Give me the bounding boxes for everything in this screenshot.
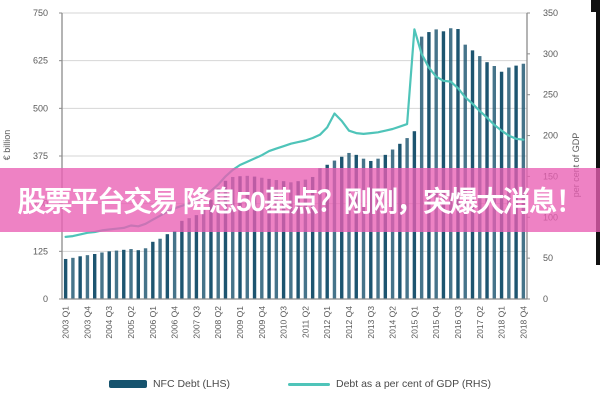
nfc-debt-bar bbox=[172, 231, 177, 299]
x-axis-tick: 2004 Q3 bbox=[104, 306, 114, 339]
x-axis-tick: 2010 Q3 bbox=[279, 306, 289, 339]
x-axis-tick: 2009 Q4 bbox=[257, 306, 267, 339]
nfc-debt-bars bbox=[63, 28, 526, 300]
right-axis-tick: 200 bbox=[543, 131, 558, 141]
x-axis-tick: 2013 Q3 bbox=[366, 306, 376, 339]
nfc-debt-bar bbox=[223, 180, 228, 299]
x-axis-tick: 2005 Q2 bbox=[126, 306, 136, 339]
nfc-debt-bar bbox=[180, 220, 184, 299]
nfc-debt-bar bbox=[136, 250, 140, 299]
nfc-debt-bar bbox=[449, 28, 453, 299]
x-axis-tick: 2018 Q1 bbox=[497, 306, 507, 339]
nfc-debt-bar bbox=[318, 168, 322, 299]
nfc-debt-bar bbox=[158, 238, 162, 299]
nfc-debt-bar bbox=[194, 215, 199, 299]
nfc-debt-bar bbox=[114, 250, 119, 299]
nfc-debt-bar bbox=[63, 258, 68, 299]
x-axis-tick: 2011 Q2 bbox=[300, 306, 310, 338]
nfc-debt-bar bbox=[441, 31, 446, 300]
overlay-banner: 股票平台交易 降息50基点？刚刚，突爆大消息！ bbox=[0, 168, 600, 232]
nfc-debt-bar bbox=[260, 177, 264, 299]
nfc-debt-bar bbox=[122, 249, 126, 299]
x-axis-tick: 2006 Q1 bbox=[148, 306, 158, 339]
axes bbox=[59, 12, 530, 300]
line-swatch-icon bbox=[287, 382, 330, 386]
nfc-debt-bar bbox=[267, 178, 271, 299]
left-axis-tick: 500 bbox=[33, 103, 48, 113]
nfc-debt-bar bbox=[129, 249, 133, 299]
nfc-debt-bar bbox=[209, 199, 213, 299]
nfc-debt-bar bbox=[78, 256, 82, 299]
x-axis-tick: 2003 Q4 bbox=[82, 306, 92, 339]
legend-label: Debt as a per cent of GDP (RHS) bbox=[335, 378, 492, 390]
right-axis-tick: 250 bbox=[543, 90, 558, 100]
nfc-debt-bar bbox=[310, 176, 315, 299]
nfc-debt-bar bbox=[107, 251, 111, 299]
nfc-debt-bar bbox=[143, 248, 148, 299]
left-axis-tick: 625 bbox=[33, 56, 48, 66]
nfc-debt-bar bbox=[85, 255, 90, 299]
nfc-debt-bar bbox=[419, 36, 424, 299]
x-axis-tick: 2018 Q4 bbox=[518, 306, 528, 339]
x-axis-tick: 2014 Q2 bbox=[388, 306, 398, 339]
right-axis-tick: 300 bbox=[543, 49, 558, 59]
overlay-banner-text: 股票平台交易 降息50基点？刚刚，突爆大消息！ bbox=[17, 186, 584, 217]
nfc-debt-bar bbox=[252, 176, 257, 299]
nfc-debt-bar bbox=[238, 176, 242, 299]
right-axis-tick: 50 bbox=[543, 253, 553, 263]
x-axis-tick: 2012 Q1 bbox=[322, 306, 332, 339]
nfc-debt-bar bbox=[289, 182, 293, 299]
nfc-debt-bar bbox=[151, 241, 155, 299]
legend-item-gdp-percent: Debt as a per cent of GDP (RHS) bbox=[287, 378, 492, 390]
nfc-debt-bar bbox=[274, 180, 279, 299]
legend-item-nfc-debt: NFC Debt (LHS) bbox=[108, 378, 230, 390]
x-axis-tick: 2003 Q1 bbox=[61, 306, 71, 339]
x-axis-tick: 2017 Q2 bbox=[475, 306, 485, 339]
nfc-debt-bar bbox=[281, 181, 286, 299]
right-axis-tick: 350 bbox=[543, 8, 558, 18]
nfc-debt-bar bbox=[296, 181, 300, 299]
x-axis-tick: 2015 Q4 bbox=[431, 306, 441, 339]
x-axis-tick: 2009 Q1 bbox=[235, 306, 245, 339]
right-axis-tick: 0 bbox=[543, 294, 548, 304]
nfc-debt-bar bbox=[201, 209, 206, 299]
nfc-debt-bar bbox=[71, 257, 75, 299]
chart-legend: NFC Debt (LHS) Debt as a per cent of GDP… bbox=[0, 372, 600, 396]
nfc-debt-bar bbox=[303, 179, 308, 299]
legend-label: NFC Debt (LHS) bbox=[152, 378, 230, 390]
nfc-debt-bar bbox=[231, 176, 235, 299]
left-axis-tick: 125 bbox=[33, 246, 48, 256]
left-axis-tick: 750 bbox=[33, 8, 48, 18]
x-axis-tick: 2016 Q3 bbox=[453, 306, 463, 339]
nfc-debt-bar bbox=[456, 29, 460, 300]
nfc-debt-bar bbox=[427, 32, 431, 299]
x-axis-tick: 2012 Q4 bbox=[344, 306, 354, 339]
nfc-debt-bar bbox=[165, 234, 170, 299]
nfc-debt-bar bbox=[100, 252, 104, 299]
x-axis-tick: 2006 Q4 bbox=[170, 306, 180, 339]
right-axis-title: per cent of GDP bbox=[571, 133, 581, 198]
right-edge-block bbox=[591, 0, 600, 12]
bar-swatch-icon bbox=[108, 380, 147, 388]
left-axis-title: € billion bbox=[2, 130, 12, 161]
left-axis-tick: 375 bbox=[33, 151, 48, 161]
left-axis-tick: 0 bbox=[43, 294, 48, 304]
x-axis-tick: 2015 Q1 bbox=[409, 306, 419, 339]
nfc-debt-bar bbox=[434, 29, 438, 300]
x-axis-tick: 2007 Q3 bbox=[191, 306, 201, 339]
nfc-debt-bar bbox=[187, 218, 191, 299]
nfc-debt-bar bbox=[245, 175, 249, 299]
axis-labels: 0125250375500625750050100150200250300350… bbox=[2, 8, 581, 339]
nfc-debt-bar bbox=[216, 188, 220, 299]
nfc-debt-bar bbox=[93, 254, 97, 299]
x-axis-tick: 2008 Q2 bbox=[213, 306, 223, 339]
right-edge-strip bbox=[596, 0, 600, 265]
